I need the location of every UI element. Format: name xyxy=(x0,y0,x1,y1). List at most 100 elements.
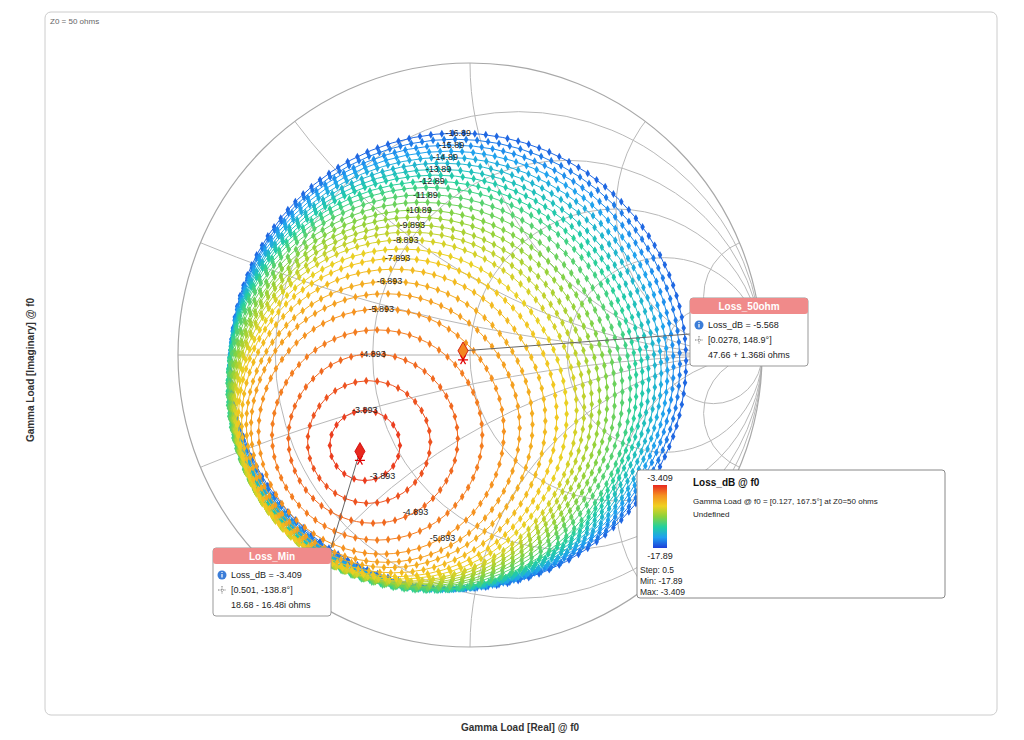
contour-marker xyxy=(363,234,368,242)
contour-marker xyxy=(646,245,651,253)
contour-marker xyxy=(524,162,529,170)
contour-marker xyxy=(670,341,675,349)
contour-marker xyxy=(409,140,414,148)
contour-marker xyxy=(472,232,477,240)
contour-marker xyxy=(490,211,495,219)
contour-marker xyxy=(481,217,486,225)
contour-marker xyxy=(510,241,515,249)
contour-marker xyxy=(577,312,582,320)
contour-marker xyxy=(612,273,617,281)
contour-marker xyxy=(599,490,604,498)
contour-marker xyxy=(584,501,589,509)
contour-marker xyxy=(566,353,571,361)
contour-marker xyxy=(617,450,622,458)
contour-marker xyxy=(684,368,689,376)
contour-marker xyxy=(619,209,624,217)
contour-marker xyxy=(618,481,623,489)
contour-marker xyxy=(592,441,597,449)
contour-marker xyxy=(440,130,445,138)
contour-marker xyxy=(626,485,631,493)
contour-marker xyxy=(350,211,355,219)
contour-marker xyxy=(669,396,674,404)
contour-marker xyxy=(604,372,609,380)
contour-marker xyxy=(373,211,378,219)
contour-marker xyxy=(597,408,602,416)
contour-marker xyxy=(640,390,645,398)
contour-marker xyxy=(594,459,599,467)
contour-marker xyxy=(559,162,564,170)
contour-marker xyxy=(667,443,672,451)
contour-marker xyxy=(634,382,639,390)
contour-marker xyxy=(518,145,523,153)
contour-marker xyxy=(265,270,270,278)
contour-marker xyxy=(376,575,381,583)
contour-marker xyxy=(577,219,582,227)
contour-marker xyxy=(362,221,367,229)
contour-marker xyxy=(590,320,595,328)
contour-marker xyxy=(501,266,506,274)
contour-marker xyxy=(438,207,443,215)
contour xyxy=(226,171,645,593)
contour-marker xyxy=(634,214,639,222)
contour-marker xyxy=(671,363,676,371)
contour-marker xyxy=(659,369,664,377)
contour-marker xyxy=(628,461,633,469)
contour-marker xyxy=(620,221,625,229)
contour-marker xyxy=(396,158,401,166)
contour-marker xyxy=(586,433,591,441)
contour-marker xyxy=(630,444,635,452)
contour-marker xyxy=(563,307,568,315)
contour-marker xyxy=(620,377,625,385)
contour-marker xyxy=(458,202,463,210)
contour-marker xyxy=(640,235,645,243)
contour-marker xyxy=(352,217,357,225)
contour-marker xyxy=(449,217,454,225)
contour-marker xyxy=(621,439,626,447)
contour-marker xyxy=(683,379,688,387)
contour-marker xyxy=(638,411,643,419)
contour-marker xyxy=(491,230,496,238)
contour-marker xyxy=(585,479,590,487)
contour-marker xyxy=(571,492,576,500)
contour-marker xyxy=(538,228,543,236)
contour-marker xyxy=(601,326,606,334)
contour-marker xyxy=(599,280,604,288)
contour-marker xyxy=(570,468,575,476)
contour-marker xyxy=(606,493,611,501)
contour-marker xyxy=(440,231,445,239)
contour-marker xyxy=(562,521,567,529)
contour-marker xyxy=(574,396,579,404)
contour-marker xyxy=(273,285,278,293)
contour-marker xyxy=(534,166,539,174)
contour-marker xyxy=(280,276,285,284)
contour-marker xyxy=(375,164,380,172)
contour-marker xyxy=(555,309,560,317)
contour-marker xyxy=(273,296,278,304)
contour-marker xyxy=(562,261,567,269)
contour-marker xyxy=(681,390,686,398)
contour-marker xyxy=(654,413,659,421)
contour-marker xyxy=(536,272,541,280)
contour-marker xyxy=(661,410,666,418)
contour-marker xyxy=(632,451,637,459)
contour-marker xyxy=(628,290,633,298)
contour-marker xyxy=(335,182,340,190)
contour-marker xyxy=(609,323,614,331)
contour-line xyxy=(229,151,667,589)
contour-marker xyxy=(616,297,621,305)
contour-marker xyxy=(507,193,512,201)
contour-marker xyxy=(578,266,583,274)
contour-marker xyxy=(608,347,613,355)
contour-marker xyxy=(628,396,633,404)
contour-marker xyxy=(279,253,284,261)
contour-marker xyxy=(620,245,625,253)
contour-marker xyxy=(588,379,593,387)
contour-marker xyxy=(582,392,587,400)
contour-marker xyxy=(671,305,676,313)
contour-marker xyxy=(573,385,578,393)
contour-marker xyxy=(519,206,524,214)
contour-marker xyxy=(546,245,551,253)
contour-marker xyxy=(644,343,649,351)
contour-marker xyxy=(543,280,548,288)
contour-marker xyxy=(673,316,678,324)
